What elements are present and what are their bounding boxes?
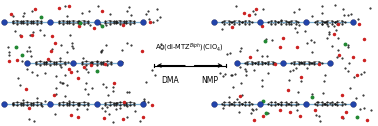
Text: DMA: DMA bbox=[161, 76, 179, 85]
Text: NMP: NMP bbox=[201, 76, 218, 85]
Text: Ag(di-MTZ$^{Biph}$)(ClO$_4$): Ag(di-MTZ$^{Biph}$)(ClO$_4$) bbox=[155, 42, 224, 54]
